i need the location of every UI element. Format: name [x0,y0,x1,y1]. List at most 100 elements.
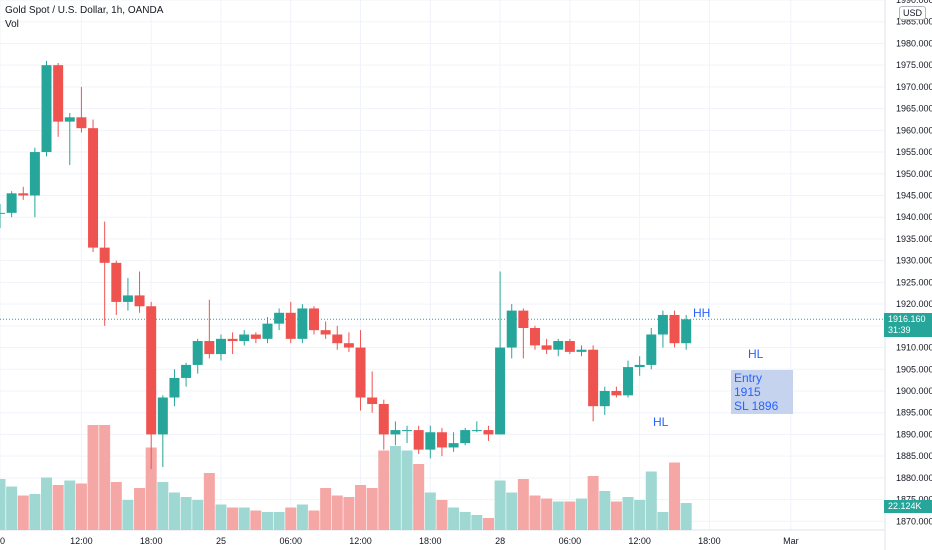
volume-bar [494,480,506,530]
hh-annotation[interactable]: HH [693,306,711,320]
current-volume-value: 22.124K [888,501,922,511]
candle-body [41,65,52,153]
x-tick-label: 12:00 [349,536,372,546]
current-price-value: 1916.160 [888,314,926,325]
candle-body [623,367,634,396]
volume-bar [145,447,157,530]
candle-body [297,308,308,339]
candle [122,278,133,311]
stop-loss-label: SL 1896 [734,399,779,413]
volume-bar [99,425,111,530]
volume-bar [238,507,250,530]
candle [599,386,610,415]
candle [425,425,436,459]
x-tick-label: 06:00 [559,536,582,546]
candle-body [506,310,517,348]
candle [623,360,634,398]
candle [239,330,250,346]
y-tick-label: 1955.000 [896,147,932,157]
candle [681,314,692,350]
candle-body [309,308,320,331]
candle-body [64,117,75,122]
volume-bar [424,492,436,530]
candle [413,425,424,454]
candle [343,332,354,352]
y-tick-label: 1970.000 [896,82,932,92]
candle [518,308,529,359]
hl-right-annotation[interactable]: HL [748,347,764,361]
candle [181,362,192,387]
candle-body [157,397,168,435]
y-tick-label: 1930.000 [896,256,932,266]
volume-bar [517,479,529,530]
currency-badge[interactable]: USD [898,6,926,20]
candle-body [646,334,657,365]
candle-body [541,345,552,350]
candle [29,147,40,218]
candle-body [669,314,680,344]
candle [53,62,64,137]
candle [41,60,52,157]
volume-bar [378,450,390,530]
candle [471,421,482,433]
candle [76,86,87,133]
volume-bar [75,483,87,530]
candle-body [320,330,331,335]
volume-bar [448,507,460,530]
candle-body [262,323,273,339]
volume-bar [529,495,541,530]
candle-body [134,295,145,307]
candle [262,317,273,344]
volume-bar [6,486,18,530]
candle-body [76,117,87,129]
candle-body [657,314,668,335]
candle [657,310,668,348]
candle-body [413,430,424,450]
candle-body [227,338,238,342]
volume-bar [564,501,576,530]
entry-sl-note[interactable]: Entry 1915 SL 1896 [731,370,793,414]
y-tick-label: 1905.000 [896,364,932,374]
candle [541,338,552,355]
volume-bar [320,488,332,530]
candle [285,301,296,344]
volume-bar [215,504,227,530]
candle-body [681,319,692,344]
volume-bar [541,498,553,530]
candle-body [343,343,354,348]
volume-bar [134,488,146,530]
volume-bar [645,471,657,530]
y-tick-label: 1875.000 [896,495,932,505]
candle-body [215,338,226,355]
x-tick-label: 18:00 [698,536,721,546]
candle [402,425,413,444]
candle [588,345,599,422]
volume-bar [203,473,215,530]
candle-body [192,341,203,365]
candle-body [99,247,110,263]
candle-body [471,430,482,432]
volume-bar [599,491,611,530]
candle [157,395,168,468]
candle-body [460,430,471,444]
volume-bar [587,476,599,530]
volume-bar [110,482,122,530]
chart-legend: Gold Spot / U.S. Dollar, 1h, OANDA Vol [5,4,163,32]
y-tick-label: 1895.000 [896,408,932,418]
y-tick-label: 1990.000 [896,0,932,5]
y-tick-label: 1950.000 [896,169,932,179]
volume-bar [366,488,378,530]
volume-bar [285,507,297,530]
candle-body [564,341,575,352]
x-tick-label: 28 [495,536,505,546]
volume-bar [29,494,41,530]
volume-bar [401,450,413,530]
candle [297,304,308,344]
volume-bar [389,446,401,530]
candle [215,334,226,361]
hl-low-annotation[interactable]: HL [653,415,669,429]
volume-bar [576,498,587,530]
y-tick-label: 1965.000 [896,104,932,114]
candle-body [436,432,447,448]
